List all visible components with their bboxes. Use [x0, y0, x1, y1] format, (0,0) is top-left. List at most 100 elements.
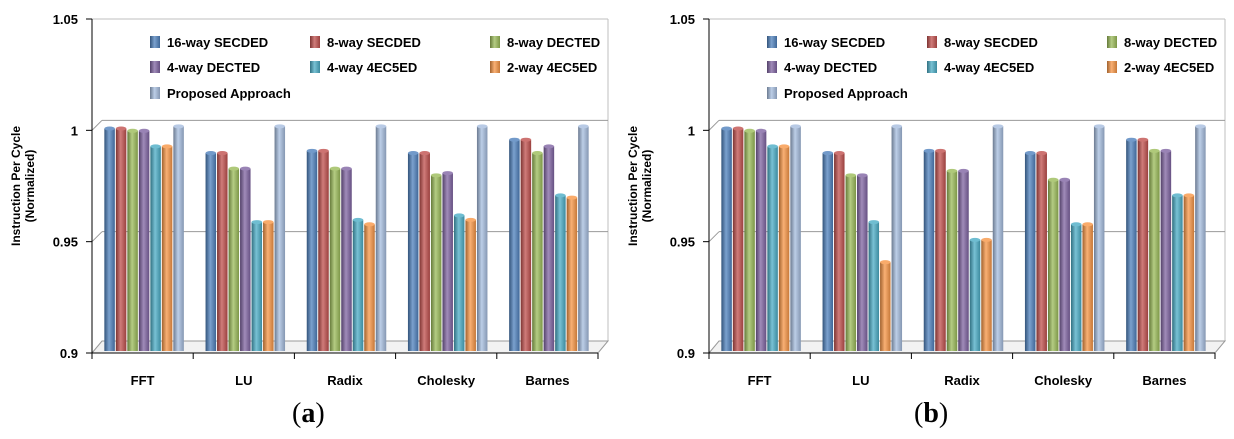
bar: [251, 222, 263, 351]
bar: [1172, 195, 1183, 351]
bar: [1024, 153, 1036, 351]
bar-cap: [1137, 137, 1149, 142]
gridline: [708, 119, 720, 131]
y-tick-label: 0.9: [60, 346, 78, 361]
bar: [364, 224, 375, 351]
bar-cap: [263, 220, 274, 225]
bar: [509, 139, 520, 351]
bar-cap: [318, 148, 329, 153]
bar: [375, 126, 387, 351]
category-label: FFT: [131, 373, 155, 388]
category-label: Radix: [944, 373, 980, 388]
legend-label: Proposed Approach: [167, 86, 291, 101]
y-tick-label: 1.05: [53, 12, 78, 27]
bar: [946, 170, 958, 351]
bar-cap: [834, 151, 845, 156]
bar: [958, 170, 969, 351]
bar-cap: [352, 217, 364, 222]
bar-cap: [375, 124, 387, 129]
y-tick-label: 1.05: [670, 12, 695, 27]
legend-label: Proposed Approach: [784, 86, 908, 101]
y-axis-label: Instruction Per Cycle(Normalized): [9, 126, 37, 246]
bar: [104, 128, 115, 351]
legend-swatch: [310, 61, 320, 73]
bar: [442, 173, 453, 351]
bar-cap: [127, 128, 138, 133]
bar: [767, 146, 778, 351]
bar-cap: [341, 166, 352, 171]
bar: [430, 175, 442, 351]
bar-cap: [1024, 151, 1036, 156]
legend-swatch: [310, 36, 320, 48]
bar: [532, 153, 543, 351]
bar-cap: [419, 151, 430, 156]
bar-cap: [1195, 124, 1206, 129]
bar: [868, 222, 880, 351]
bar-cap: [755, 128, 767, 133]
bar: [1126, 139, 1137, 351]
bar-cap: [578, 124, 589, 129]
bar: [1059, 179, 1070, 351]
bar-cap: [1070, 222, 1082, 227]
bar: [352, 219, 364, 351]
bar: [1093, 126, 1105, 351]
legend-swatch: [927, 36, 937, 48]
panel-caption-a: (a): [292, 398, 325, 429]
bar-cap: [138, 128, 150, 133]
legend-label: 4-way 4EC5ED: [944, 60, 1034, 75]
bar: [1047, 179, 1059, 351]
bar-cap: [1149, 148, 1160, 153]
bar: [263, 222, 274, 351]
bar: [115, 128, 127, 351]
legend-label: 8-way SECDED: [944, 35, 1038, 50]
panel-caption-b: (b): [914, 398, 949, 429]
y-tick-label: 0.95: [670, 235, 695, 250]
category-label: Barnes: [1142, 373, 1186, 388]
bar: [543, 146, 555, 351]
bar: [857, 175, 868, 351]
bar-cap: [509, 137, 520, 142]
bar: [150, 146, 161, 351]
gridline: [91, 119, 103, 131]
bar: [1195, 126, 1206, 351]
category-label: Barnes: [525, 373, 569, 388]
bar: [566, 197, 578, 351]
category-label: Cholesky: [1034, 373, 1093, 388]
bar-cap: [845, 173, 857, 178]
bar: [476, 126, 488, 351]
bar: [578, 126, 589, 351]
bar-cap: [520, 137, 532, 142]
bar-cap: [958, 168, 969, 173]
chart-panel-a: 0.9 0.95 1 1.05 Instruction Per Cycle(Normal…: [9, 12, 610, 429]
bar: [744, 130, 755, 351]
bar-cap: [744, 128, 755, 133]
bar: [891, 126, 903, 351]
bar-cap: [115, 126, 127, 131]
bar: [732, 128, 744, 351]
bar: [127, 130, 138, 351]
bar-cap: [205, 151, 217, 156]
bar-cap: [217, 151, 228, 156]
bar-cap: [240, 166, 251, 171]
category-label: Cholesky: [417, 373, 476, 388]
bar-cap: [1172, 193, 1183, 198]
bar-cap: [969, 237, 981, 242]
legend-label: 8-way DECTED: [1124, 35, 1217, 50]
gridline: [91, 231, 103, 243]
bar: [228, 168, 240, 351]
bar: [161, 146, 173, 351]
bar: [1149, 150, 1160, 351]
bar-cap: [104, 126, 115, 131]
bar-cap: [923, 148, 935, 153]
chart-b: 0.9 0.95 1 1.05 Instruction Per Cycle(Normal…: [626, 12, 1227, 388]
legend-swatch: [1107, 61, 1117, 73]
legend-swatch: [767, 61, 777, 73]
chart-panel-b: 0.9 0.95 1 1.05 Instruction Per Cycle(Normal…: [617, 0, 1234, 439]
legend-swatch: [150, 36, 160, 48]
bar: [419, 153, 430, 351]
bar-cap: [453, 213, 465, 218]
bar: [318, 150, 329, 351]
bar-cap: [555, 193, 566, 198]
bar-cap: [430, 173, 442, 178]
bar: [992, 126, 1004, 351]
